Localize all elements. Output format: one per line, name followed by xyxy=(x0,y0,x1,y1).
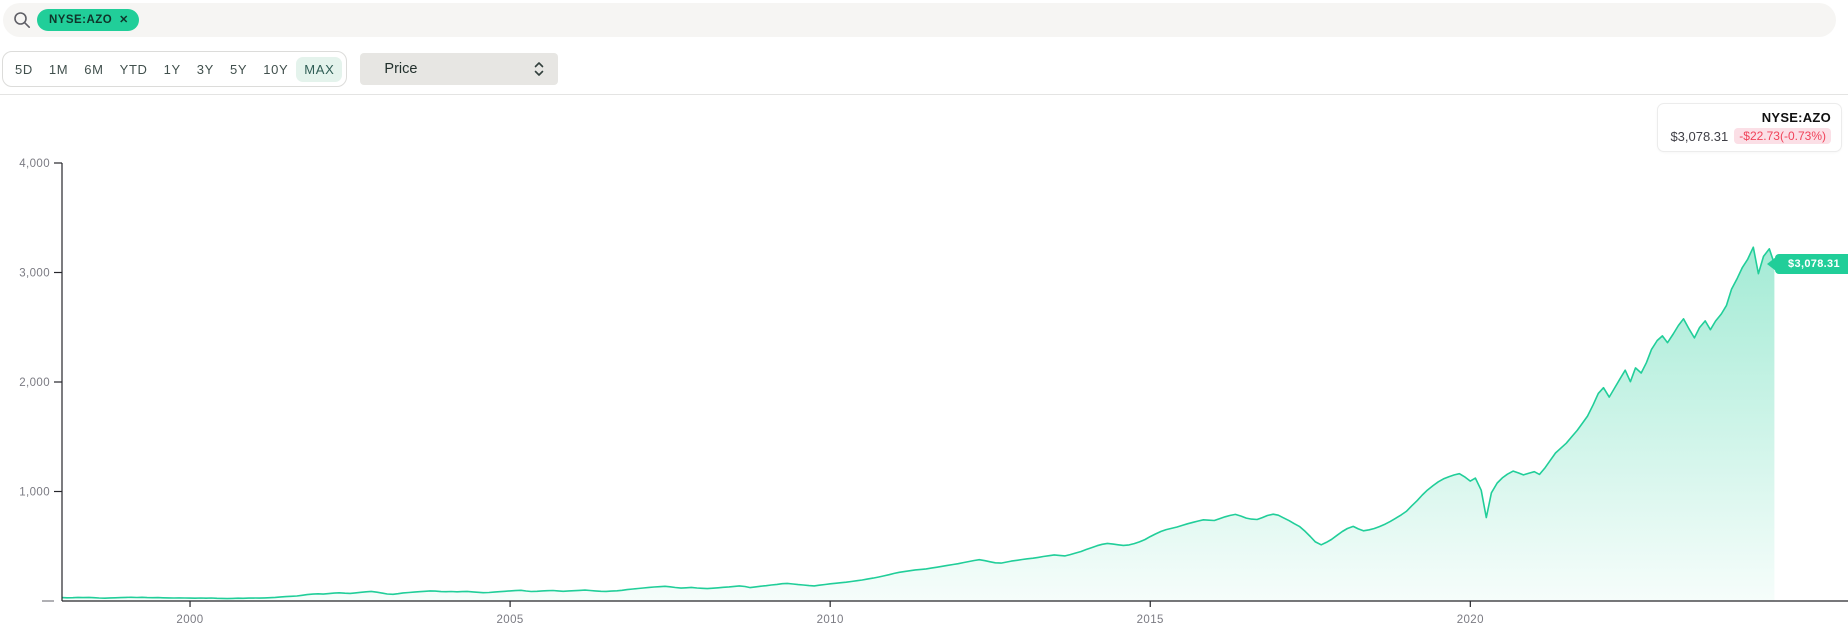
range-button-10y[interactable]: 10Y xyxy=(255,57,296,82)
range-button-1m[interactable]: 1M xyxy=(41,57,76,82)
range-button-5d[interactable]: 5D xyxy=(7,57,41,82)
range-button-3y[interactable]: 3Y xyxy=(189,57,222,82)
range-button-5y[interactable]: 5Y xyxy=(222,57,255,82)
range-button-ytd[interactable]: YTD xyxy=(112,57,156,82)
x-tick-label: 2020 xyxy=(1457,614,1484,623)
range-button-1y[interactable]: 1Y xyxy=(156,57,189,82)
y-tick-label: 2,000 xyxy=(19,377,50,389)
range-selector: 5D 1M 6M YTD 1Y 3Y 5Y 10Y MAX xyxy=(2,51,348,87)
area-fill xyxy=(62,247,1775,601)
quote-change-badge: -$22.73(-0.73%) xyxy=(1734,128,1831,144)
x-tick-label: 2010 xyxy=(817,614,844,623)
remove-ticker-icon[interactable]: ✕ xyxy=(119,13,129,26)
quote-symbol: NYSE:AZO xyxy=(1761,110,1831,125)
current-price-flag-label: $3,078.31 xyxy=(1788,257,1840,270)
metric-select[interactable]: Price xyxy=(360,53,559,85)
y-tick-label: 1,000 xyxy=(19,487,50,499)
x-tick-label: 2015 xyxy=(1137,614,1164,623)
x-tick-label: 2000 xyxy=(176,614,203,623)
x-tick-label: 2005 xyxy=(497,614,524,623)
ticker-tag-label: NYSE:AZO xyxy=(49,14,113,26)
quote-price: $3,078.31 xyxy=(1670,128,1729,144)
price-chart[interactable]: 1,000 2,000 3,000 4,000 2000 2005 2010 2015 2020 xyxy=(0,95,1848,626)
range-button-6m[interactable]: 6M xyxy=(76,57,111,82)
y-tick-label: 3,000 xyxy=(19,268,50,280)
search-icon xyxy=(14,12,31,29)
price-chart-canvas[interactable]: 1,000 2,000 3,000 4,000 2000 2005 2010 2015 2020 xyxy=(0,95,1848,626)
metric-select-value: Price xyxy=(384,61,418,77)
select-chevrons-icon xyxy=(535,62,544,76)
range-button-max[interactable]: MAX xyxy=(296,56,343,82)
price-line xyxy=(61,246,1776,600)
y-tick-label: 4,000 xyxy=(19,158,50,170)
toolbar-divider xyxy=(0,94,1848,95)
search-bar[interactable]: NYSE:AZO ✕ xyxy=(3,3,1836,37)
current-price-flag: $3,078.31 xyxy=(1767,253,1848,274)
ticker-tag[interactable]: NYSE:AZO ✕ xyxy=(37,9,139,31)
quote-card: NYSE:AZO $3,078.31 -$22.73(-0.73%) xyxy=(1657,103,1842,152)
chart-toolbar: 5D 1M 6M YTD 1Y 3Y 5Y 10Y MAX Price xyxy=(2,51,559,87)
